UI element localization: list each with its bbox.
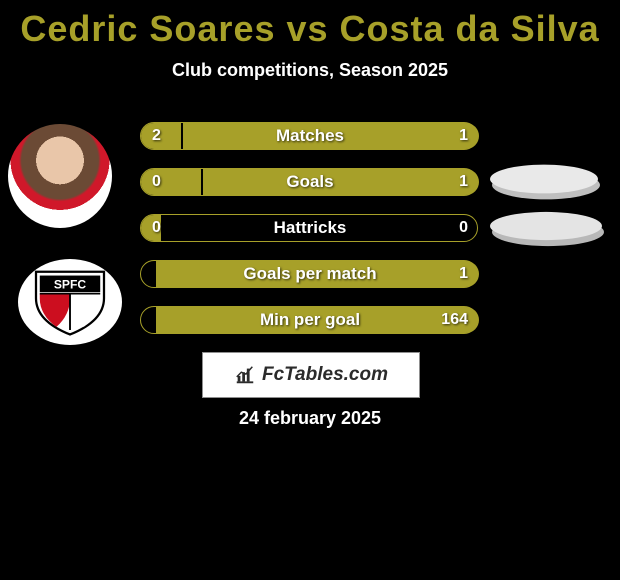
chart-icon bbox=[234, 364, 256, 386]
stat-row: 01Goals bbox=[140, 168, 480, 198]
svg-text:SPFC: SPFC bbox=[54, 277, 86, 291]
date-label: 24 february 2025 bbox=[0, 408, 620, 429]
stat-row: 21Matches bbox=[140, 122, 480, 152]
stat-rows: 21Matches 01Goals 00Hattricks 1Goals per ma… bbox=[140, 122, 480, 352]
spfc-shield-icon: SPFC bbox=[31, 268, 109, 336]
stat-label: Hattricks bbox=[140, 214, 480, 244]
avatar-placeholder bbox=[490, 212, 602, 240]
player2-club-badge: SPFC bbox=[18, 259, 122, 345]
page-title: Cedric Soares vs Costa da Silva bbox=[0, 0, 620, 50]
page-subtitle: Club competitions, Season 2025 bbox=[0, 60, 620, 81]
stat-label: Matches bbox=[140, 122, 480, 152]
stat-label: Goals per match bbox=[140, 260, 480, 290]
watermark[interactable]: FcTables.com bbox=[202, 352, 420, 398]
stat-label: Goals bbox=[140, 168, 480, 198]
avatar-placeholder bbox=[490, 165, 598, 194]
stat-row: 00Hattricks bbox=[140, 214, 480, 244]
stat-row: 1Goals per match bbox=[140, 260, 480, 290]
root: Cedric Soares vs Costa da Silva Club com… bbox=[0, 0, 620, 580]
stat-row: 164Min per goal bbox=[140, 306, 480, 336]
stat-label: Min per goal bbox=[140, 306, 480, 336]
watermark-text: FcTables.com bbox=[262, 364, 388, 386]
player1-avatar bbox=[8, 124, 112, 228]
